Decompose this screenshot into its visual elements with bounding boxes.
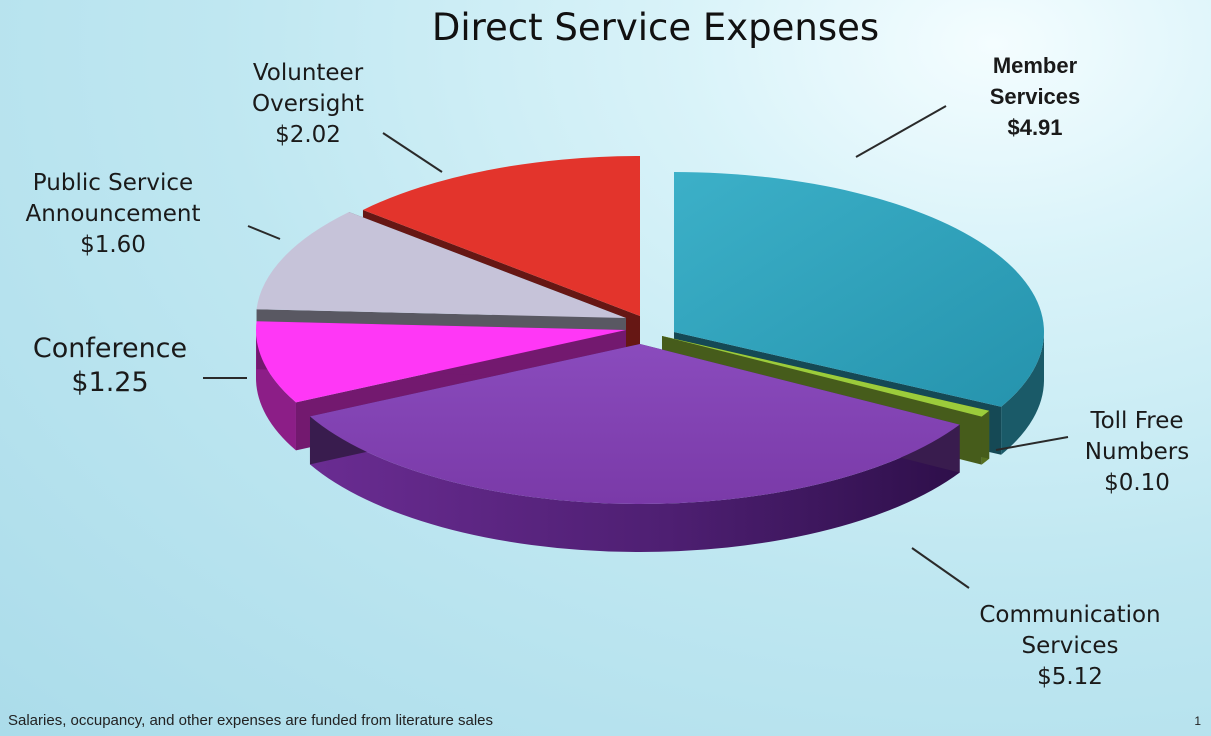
slice-value: $1.25 xyxy=(71,367,149,398)
page-number: 1 xyxy=(1194,714,1201,728)
slice-value: $0.10 xyxy=(1104,470,1170,496)
slice-top xyxy=(255,321,626,403)
slice-top xyxy=(362,156,640,316)
slice-value: $1.60 xyxy=(80,232,146,258)
slice-name: Toll Free Numbers xyxy=(1084,408,1190,465)
slice-top xyxy=(309,344,960,504)
leader-member-services xyxy=(855,105,947,158)
slice-side xyxy=(309,416,960,552)
slice-side xyxy=(256,330,296,451)
pie-slice-communication-services xyxy=(309,344,960,552)
slice-side xyxy=(1001,332,1044,455)
slice-name: Communication Services xyxy=(979,602,1161,659)
slice-label-volunteer-oversight: Volunteer Oversight $2.02 xyxy=(228,58,388,151)
slice-label-public-service-announcement: Public Service Announcement $1.60 xyxy=(0,168,228,261)
slice-label-conference: Conference $1.25 xyxy=(10,332,210,400)
slice-name: Public Service Announcement xyxy=(25,170,201,227)
leader-volunteer-oversight xyxy=(382,132,443,173)
slice-top xyxy=(662,336,990,417)
footnote: Salaries, occupancy, and other expenses … xyxy=(8,712,493,729)
slice-name: Volunteer Oversight xyxy=(252,60,364,117)
leader-communication-services xyxy=(911,547,970,589)
chart-title: Direct Service Expenses xyxy=(431,6,880,49)
slice-label-member-services: Member Services $4.91 xyxy=(945,50,1125,143)
slice-top xyxy=(674,172,1044,407)
slice-label-communication-services: Communication Services $5.12 xyxy=(950,600,1190,693)
slice-value: $4.91 xyxy=(1007,115,1063,140)
slice-value: $2.02 xyxy=(275,122,341,148)
leader-toll-free-numbers xyxy=(995,436,1069,451)
slice-label-toll-free-numbers: Toll Free Numbers $0.10 xyxy=(1072,406,1202,499)
slice-value: $5.12 xyxy=(1037,664,1103,690)
slice-top xyxy=(256,211,626,318)
leader-public-service-announcement xyxy=(247,225,281,240)
slice-name: Conference xyxy=(32,333,188,364)
slice-name: Member Services xyxy=(989,53,1081,109)
